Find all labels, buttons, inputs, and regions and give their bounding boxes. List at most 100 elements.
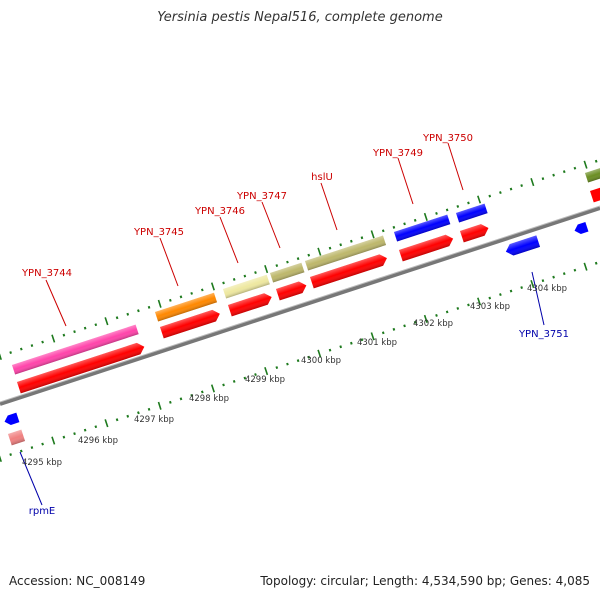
inner-ring-minor-tick (232, 379, 236, 383)
inner-ring-minor-tick (169, 400, 172, 404)
inner-ring-minor-tick (296, 359, 300, 363)
inner-ring-minor-tick (275, 366, 279, 370)
outer-ring-minor-tick (243, 274, 247, 278)
outer-ring-major-tick (0, 353, 2, 361)
outer-ring-major-tick (370, 230, 375, 239)
inner-ring-minor-tick (456, 306, 460, 310)
label-ypn3745[interactable]: YPN_3745 (133, 227, 184, 238)
outer-ring-major-tick (104, 317, 109, 326)
accession-text: Accession: NC_008149 (9, 574, 146, 588)
inner-ring-minor-tick (147, 407, 151, 411)
outer-ring-major-tick (477, 195, 482, 204)
label-ypn3746[interactable]: YPN_3746 (194, 206, 245, 217)
inner-ring-major-tick (0, 455, 2, 463)
gene-ypn3745[interactable] (155, 292, 218, 322)
cds-ypn3749[interactable] (399, 233, 455, 262)
inner-ring-minor-tick (179, 397, 183, 401)
gene-reverse-left[interactable] (3, 412, 20, 427)
inner-ring-minor-tick (328, 348, 332, 352)
outer-ring-minor-tick (286, 260, 289, 264)
outer-ring-minor-tick (73, 330, 76, 334)
outer-ring-minor-tick (435, 211, 438, 215)
cds-ypn3744[interactable] (17, 341, 146, 394)
outer-ring-minor-tick (9, 351, 12, 354)
cds-ypn3746[interactable] (228, 291, 274, 317)
outer-ring-minor-tick (115, 316, 119, 320)
scale-label-4297: 4297 kbp (134, 415, 174, 425)
inner-ring-minor-tick (137, 411, 140, 415)
forward-gene-labels: YPN_3744 YPN_3745 YPN_3746 YPN_3747 hslU… (21, 133, 473, 279)
inner-ring-minor-tick (509, 289, 513, 293)
gene-ypn3746[interactable] (223, 274, 270, 299)
outer-ring-minor-tick (339, 243, 343, 247)
gene-rpme[interactable] (8, 429, 26, 446)
outer-ring-minor-tick (392, 225, 396, 229)
inner-ring-minor-tick (360, 338, 364, 342)
outer-ring-minor-tick (62, 333, 66, 337)
label-ypn3750[interactable]: YPN_3750 (422, 133, 473, 144)
gene-ypn3747[interactable] (270, 262, 305, 283)
label-ypn3751[interactable]: YPN_3751 (518, 329, 569, 340)
outer-ring-minor-tick (137, 309, 140, 313)
outer-ring-minor-tick (467, 201, 470, 205)
label-ypn3749[interactable]: YPN_3749 (372, 148, 423, 159)
inner-ring-major-tick (423, 314, 428, 323)
scale-labels: 4295 kbp 4296 kbp 4297 kbp 4298 kbp 4299… (22, 284, 567, 468)
inner-ring-major-tick (370, 332, 375, 341)
scale-label-4302: 4302 kbp (413, 319, 453, 329)
gene-ypn3750[interactable] (456, 203, 488, 223)
inner-ring-minor-tick (30, 446, 34, 449)
callout-lines (19, 142, 545, 506)
cds-hslu[interactable] (310, 252, 389, 289)
gene-ypn3749[interactable] (394, 214, 451, 242)
inner-ring-minor-tick (350, 341, 353, 345)
inner-ring-major-tick (477, 297, 482, 306)
inner-ring-minor-tick (94, 425, 98, 429)
outer-ring-minor-tick (147, 305, 151, 309)
inner-ring-major-tick (210, 384, 215, 393)
inner-ring-minor-tick (243, 376, 247, 380)
scale-label-4296: 4296 kbp (78, 436, 118, 446)
outer-ring-minor-tick (499, 191, 502, 195)
gene-ypn3751[interactable] (504, 235, 541, 257)
outer-ring-minor-tick (254, 271, 257, 275)
inner-ring-minor-tick (115, 418, 119, 422)
reverse-gene-track (3, 221, 589, 446)
outer-ring-minor-tick (552, 173, 555, 177)
gene-offscreen[interactable] (585, 163, 600, 183)
inner-ring-minor-tick (573, 268, 577, 272)
outer-ring-major-tick (157, 299, 162, 308)
label-hslu[interactable]: hslU (311, 172, 333, 183)
scale-label-4301: 4301 kbp (357, 338, 397, 348)
outer-ring-minor-tick (19, 347, 23, 351)
inner-ring-minor-tick (307, 355, 311, 359)
scale-label-4303: 4303 kbp (470, 302, 510, 312)
cds-ypn3745[interactable] (160, 308, 222, 339)
outer-ring-major-tick (317, 247, 322, 256)
inner-ring-minor-tick (488, 296, 492, 300)
label-ypn3747[interactable]: YPN_3747 (236, 191, 287, 202)
inner-ring-minor-tick (403, 324, 406, 328)
topology-text: Topology: circular; Length: 4,534,590 bp… (260, 574, 590, 588)
outer-ring-minor-tick (488, 194, 492, 198)
inner-ring-minor-tick (200, 390, 204, 394)
label-ypn3744[interactable]: YPN_3744 (21, 268, 72, 279)
cds-ypn3750[interactable] (460, 222, 490, 243)
inner-ring-minor-tick (520, 286, 523, 289)
cds-offscreen[interactable] (590, 182, 600, 203)
gene-hslu[interactable] (305, 235, 387, 271)
inner-ring-major-tick (51, 436, 56, 445)
inner-ring-minor-tick (190, 393, 193, 397)
cds-ypn3747[interactable] (276, 280, 308, 301)
inner-ring-minor-tick (594, 261, 598, 265)
inner-ring-major-tick (530, 280, 535, 289)
outer-ring-minor-tick (200, 288, 204, 292)
outer-ring-minor-tick (30, 344, 34, 347)
gene-reverse-small[interactable] (573, 221, 589, 236)
outer-ring-minor-tick (541, 177, 545, 181)
inner-ring-major-tick (583, 262, 588, 271)
inner-ring-major-tick (317, 349, 322, 358)
gene-ypn3744[interactable] (11, 324, 139, 375)
label-rpme[interactable]: rpmE (29, 506, 56, 517)
